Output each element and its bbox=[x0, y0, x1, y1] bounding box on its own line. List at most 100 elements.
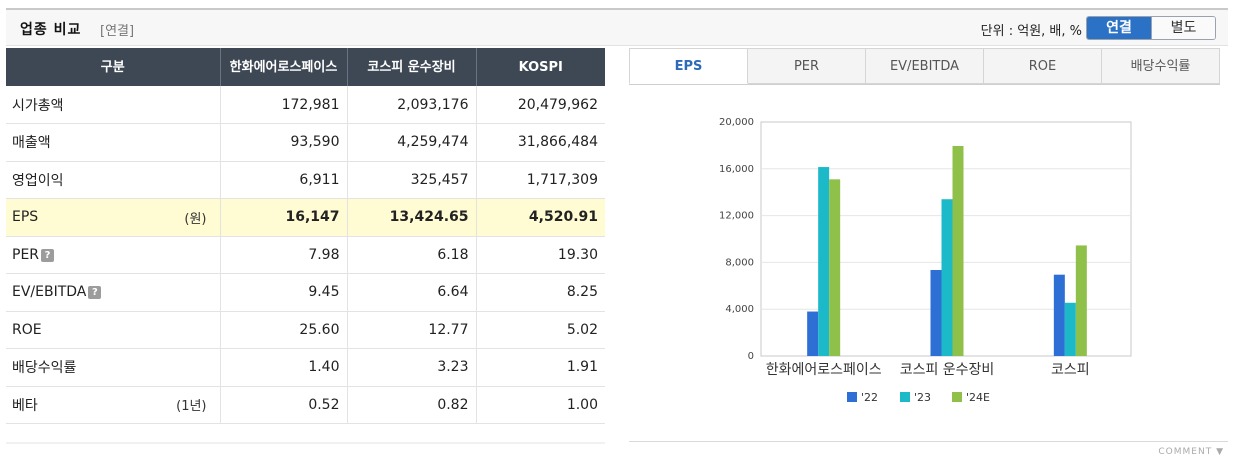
column-header: KOSPI bbox=[476, 48, 605, 86]
tab--[interactable]: 배당수익률 bbox=[1102, 48, 1220, 84]
table-row: 베타 (1년) 0.52 0.82 1.00 bbox=[6, 386, 605, 424]
y-tick-label: 20,000 bbox=[719, 117, 754, 128]
value-cell: 325,457 bbox=[347, 161, 477, 199]
row-label-cell: ROE bbox=[6, 311, 221, 349]
column-header: 한화에어로스페이스 bbox=[220, 48, 348, 86]
comment-toggle[interactable]: COMMENT ▼ bbox=[1158, 447, 1224, 457]
table-row: 배당수익률 1.40 3.23 1.91 bbox=[6, 348, 605, 387]
value-cell: 1.40 bbox=[220, 348, 348, 387]
row-label-cell: PER? bbox=[6, 236, 221, 274]
tab-eps[interactable]: EPS bbox=[629, 48, 748, 84]
value-cell: 4,520.91 bbox=[476, 198, 605, 237]
row-label-wrap: EPS (원) bbox=[12, 208, 213, 227]
row-label-cell: 시가총액 bbox=[6, 86, 221, 124]
legend-label: '24E bbox=[966, 391, 990, 404]
legend-label: '23 bbox=[914, 391, 931, 404]
legend-label: '22 bbox=[861, 391, 878, 404]
value-cell: 93,590 bbox=[220, 123, 348, 162]
value-cell: 0.82 bbox=[347, 386, 477, 424]
bar bbox=[807, 311, 819, 356]
y-tick-label: 8,000 bbox=[725, 257, 754, 268]
bar bbox=[829, 179, 841, 356]
metric-tabs: EPS PER EV/EBITDA ROE 배당수익률 bbox=[629, 48, 1220, 85]
y-tick-label: 0 bbox=[748, 351, 754, 362]
section-title: 업종 비교 bbox=[20, 22, 82, 38]
row-label-wrap: 배당수익률 bbox=[12, 357, 213, 377]
y-tick-label: 4,000 bbox=[725, 304, 754, 315]
table-bottom-bar bbox=[6, 442, 605, 444]
row-label-group: 베타 bbox=[12, 395, 38, 415]
tab-roe[interactable]: ROE bbox=[984, 48, 1102, 84]
bar bbox=[1064, 302, 1076, 356]
top-divider bbox=[6, 8, 1228, 10]
row-label: PER bbox=[12, 246, 40, 263]
value-cell: 16,147 bbox=[220, 198, 348, 237]
value-cell: 6,911 bbox=[220, 161, 348, 199]
legend-swatch bbox=[847, 392, 857, 402]
help-icon[interactable]: ? bbox=[41, 248, 55, 262]
consolidated-button[interactable]: 연결 bbox=[1087, 17, 1151, 39]
value-cell: 172,981 bbox=[220, 86, 348, 124]
row-label-cell: EPS (원) bbox=[6, 198, 221, 237]
value-cell: 6.64 bbox=[347, 273, 477, 312]
tab-ev-ebitda[interactable]: EV/EBITDA bbox=[866, 48, 984, 84]
row-label-wrap: PER? bbox=[12, 247, 213, 263]
row-label-wrap: 시가총액 bbox=[12, 95, 213, 115]
value-cell: 4,259,474 bbox=[347, 123, 477, 162]
x-tick-label: 한화에어로스페이스 bbox=[766, 362, 882, 378]
row-label-wrap: 베타 (1년) bbox=[12, 395, 213, 415]
value-cell: 1.00 bbox=[476, 386, 605, 424]
comment-label: COMMENT bbox=[1158, 447, 1213, 457]
value-cell: 6.18 bbox=[347, 236, 477, 274]
row-label: 배당수익률 bbox=[12, 360, 77, 377]
table-row: EV/EBITDA? 9.45 6.64 8.25 bbox=[6, 273, 605, 312]
row-label: EPS bbox=[12, 209, 39, 226]
table-row: 영업이익 6,911 325,457 1,717,309 bbox=[6, 161, 605, 199]
unit-label: 단위 : 억원, 배, % bbox=[980, 24, 1082, 39]
row-unit: (원) bbox=[184, 211, 207, 227]
section-header: 업종 비교 [연결] 단위 : 억원, 배, % 연결 별도 bbox=[6, 10, 1228, 46]
row-label-group: EV/EBITDA? bbox=[12, 284, 102, 301]
bar bbox=[952, 145, 964, 356]
value-cell: 7.98 bbox=[220, 236, 348, 274]
row-label: EV/EBITDA bbox=[12, 284, 87, 301]
value-cell: 31,866,484 bbox=[476, 123, 605, 162]
row-label-wrap: 영업이익 bbox=[12, 170, 213, 190]
row-label-cell: EV/EBITDA? bbox=[6, 273, 221, 312]
table-row: 시가총액 172,981 2,093,176 20,479,962 bbox=[6, 86, 605, 124]
separate-button[interactable]: 별도 bbox=[1151, 17, 1215, 39]
value-cell: 12.77 bbox=[347, 311, 477, 349]
row-label: ROE bbox=[12, 321, 42, 338]
tab-per[interactable]: PER bbox=[748, 48, 866, 84]
chevron-down-icon: ▼ bbox=[1216, 447, 1224, 457]
row-label-group: 배당수익률 bbox=[12, 357, 76, 377]
table-row: PER? 7.98 6.18 19.30 bbox=[6, 236, 605, 274]
chart-bottom-divider bbox=[629, 441, 1228, 442]
help-icon[interactable]: ? bbox=[88, 286, 102, 300]
row-label-cell: 영업이익 bbox=[6, 161, 221, 199]
bar bbox=[818, 167, 830, 356]
row-label-group: 매출액 bbox=[12, 132, 51, 152]
bar bbox=[1053, 274, 1065, 356]
y-tick-label: 16,000 bbox=[719, 164, 754, 175]
row-label: 영업이익 bbox=[12, 172, 64, 189]
column-header: 코스피 운수장비 bbox=[347, 48, 477, 86]
table-row: ROE 25.60 12.77 5.02 bbox=[6, 311, 605, 349]
table-header-row: 구분 한화에어로스페이스 코스피 운수장비 KOSPI bbox=[6, 48, 605, 86]
row-label-cell: 배당수익률 bbox=[6, 348, 221, 387]
y-tick-label: 12,000 bbox=[719, 211, 754, 222]
value-cell: 13,424.65 bbox=[347, 198, 477, 237]
row-label-wrap: ROE bbox=[12, 322, 213, 338]
value-cell: 25.60 bbox=[220, 311, 348, 349]
consolidation-toggle: 연결 별도 bbox=[1086, 16, 1216, 40]
section-subtitle: [연결] bbox=[100, 24, 135, 39]
value-cell: 3.23 bbox=[347, 348, 477, 387]
row-label-wrap: 매출액 bbox=[12, 132, 213, 152]
x-tick-label: 코스피 운수장비 bbox=[900, 362, 995, 378]
value-cell: 1,717,309 bbox=[476, 161, 605, 199]
x-tick-label: 코스피 bbox=[1051, 362, 1090, 378]
column-header: 구분 bbox=[6, 48, 221, 86]
value-cell: 1.91 bbox=[476, 348, 605, 387]
value-cell: 9.45 bbox=[220, 273, 348, 312]
bar bbox=[930, 270, 942, 356]
